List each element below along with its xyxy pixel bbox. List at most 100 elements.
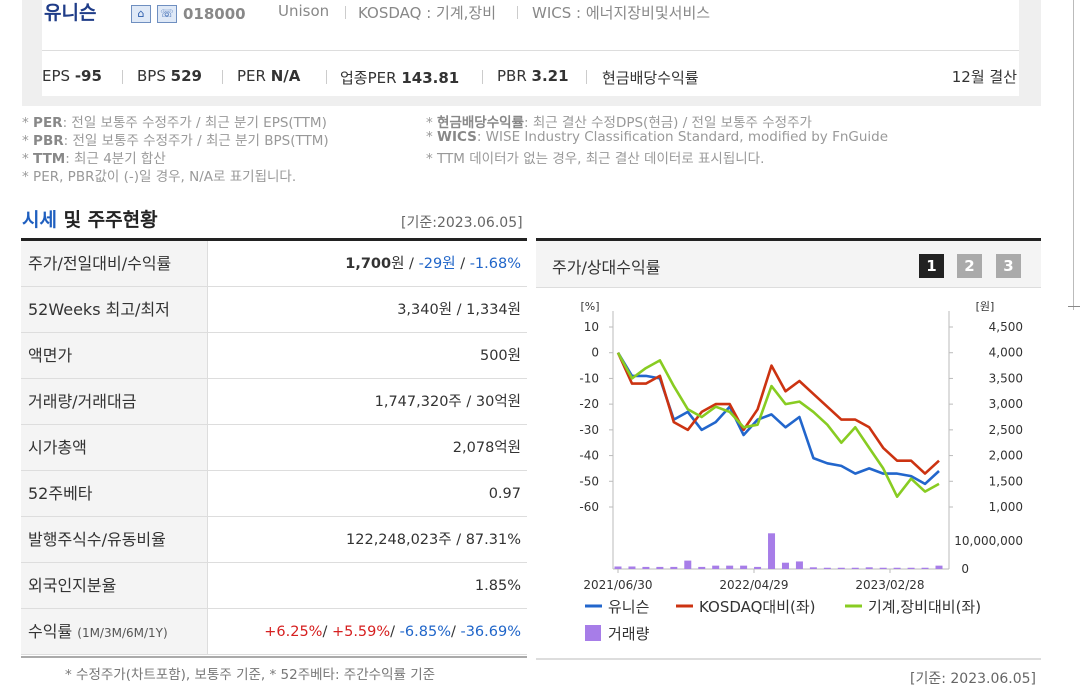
note-ttm: * TTM: 최근 4분기 합산 [22, 151, 166, 167]
row-value: 2,078억원 [452, 440, 521, 456]
series-line-kosdaq [616, 352, 940, 475]
row-value: 1.85% [474, 578, 521, 594]
chart-page-2-button[interactable]: 2 [957, 254, 982, 278]
left-tick-label: -10 [579, 371, 599, 385]
row-label: 시가총액 [21, 425, 208, 470]
divider [42, 50, 1019, 51]
row-value: 1,747,320주 / 30억원 [374, 394, 521, 410]
volume-bar [642, 566, 650, 569]
x-tick-label: 2022/04/29 [719, 578, 788, 592]
chart-date: [기준: 2023.06.05] [910, 671, 1037, 687]
volume-bar [670, 566, 678, 569]
divider [536, 238, 1041, 241]
volume-bar [851, 567, 859, 569]
table-row: 시가총액 2,078억원 [21, 425, 527, 471]
divider [326, 70, 327, 84]
volume-bar [879, 567, 887, 569]
right-tick-label: 2,500 [989, 423, 1023, 437]
row-value: 122,248,023주 / 87.31% [346, 532, 521, 548]
volume-bar [768, 533, 776, 569]
right-tick-label: 4,000 [989, 346, 1023, 360]
chart-page-3-button[interactable]: 3 [996, 254, 1021, 278]
row-label: 주가/전일대비/수익률 [21, 241, 208, 286]
table-row: 액면가 500원 [21, 333, 527, 379]
note-na: * PER, PBR값이 (-)일 경우, N/A로 표기됩니다. [22, 169, 297, 185]
left-tick-label: 0 [591, 346, 599, 360]
volume-bar [865, 567, 873, 569]
volume-bar [907, 567, 915, 569]
company-name[interactable]: 유니슨 [44, 2, 97, 24]
note-pbr: * PBR: 전일 보통주 수정주가 / 최근 분기 BPS(TTM) [22, 133, 329, 149]
divider [345, 6, 346, 19]
table-row: 주가/전일대비/수익률 1,700원 / -29원 / -1.68% [21, 241, 527, 287]
volume-bar [795, 561, 803, 569]
left-axis-unit-label: [%] [580, 300, 599, 313]
divider [222, 70, 223, 84]
right-axis-unit-label: [원] [976, 300, 995, 313]
volume-bar [712, 565, 720, 569]
volume-bar [656, 566, 664, 569]
price-return-chart: [%] [원] 10 0 -10 -20 -30 -40 -50 -60 4,500 4,000 3,5… [579, 300, 1023, 643]
right-tick-label: 3,500 [989, 371, 1023, 385]
legend-label-machinery: 기계,장비대비(좌) [868, 598, 981, 616]
row-label: 52Weeks 최고/최저 [21, 287, 208, 332]
volume-bar [698, 566, 706, 569]
chart-header: 주가/상대수익률 1 2 3 [536, 241, 1041, 288]
row-label: 수익률 (1M/3M/6M/1Y) [21, 609, 208, 654]
section-title: 시세 및 주주현황 [22, 209, 158, 231]
row-label: 발행주식수/유동비율 [21, 517, 208, 562]
divider [536, 658, 1041, 660]
legend-swatch-volume [585, 625, 601, 641]
ir-icon[interactable]: ☏ [157, 5, 177, 23]
table-row: 수익률 (1M/3M/6M/1Y) +6.25%/ +5.59%/ -6.85%… [21, 609, 527, 655]
company-header-inner: 유니슨 ⌂ ☏ 018000 Unison KOSDAQ : 기계,장비 WIC… [42, 0, 1019, 96]
company-en-name: Unison [278, 2, 330, 20]
left-tick-label: -40 [579, 449, 599, 463]
volume-bar [726, 565, 734, 569]
volume-bar [684, 560, 692, 569]
left-tick-label: -60 [579, 500, 599, 514]
volume-bar [740, 565, 748, 569]
scrollbar[interactable] [1073, 0, 1074, 310]
x-tick-label: 2023/02/28 [855, 578, 924, 592]
row-value: 1,700원 / -29원 / -1.68% [345, 256, 521, 272]
metric-dividend-yield: 현금배당수익률 [602, 69, 699, 87]
note-per: * PER: 전일 보통주 수정주가 / 최근 분기 EPS(TTM) [22, 115, 327, 131]
volume-bar [893, 567, 901, 569]
volume-bar [628, 566, 636, 569]
volume-bar [754, 566, 762, 569]
company-code: 018000 [183, 5, 246, 23]
settlement-month: 12월 결산 [951, 68, 1017, 86]
metric-bps: BPS 529 [137, 67, 202, 85]
table-row: 52Weeks 최고/최저 3,340원 / 1,334원 [21, 287, 527, 333]
stats-table: 주가/전일대비/수익률 1,700원 / -29원 / -1.68% 52Wee… [21, 241, 527, 655]
row-label: 52주베타 [21, 471, 208, 516]
metric-industry-per: 업종PER 143.81 [340, 69, 460, 87]
note-dividend: * 현금배당수익률: 최근 결산 수정DPS(현금) / 전일 보통주 수정주가 [426, 115, 812, 131]
metric-per: PER N/A [237, 67, 301, 85]
metric-eps: EPS -95 [42, 67, 102, 85]
volume-bar [823, 567, 831, 569]
divider [21, 238, 527, 241]
scrollbar-thumb[interactable] [1068, 306, 1080, 307]
home-icon[interactable]: ⌂ [131, 5, 151, 23]
right-tick-label: 4,500 [989, 320, 1023, 334]
volume-bar [837, 567, 845, 569]
note-ttm-missing: * TTM 데이터가 없는 경우, 최근 결산 데이터로 표시됩니다. [426, 151, 765, 167]
wics-info: WICS : 에너지장비및서비스 [532, 4, 711, 22]
right-tick-label: 2,000 [989, 449, 1023, 463]
x-tick-label: 2021/06/30 [583, 578, 652, 592]
row-value: 0.97 [488, 486, 521, 502]
legend-label-unison: 유니슨 [608, 598, 649, 616]
chart-page-1-button[interactable]: 1 [919, 254, 944, 278]
metric-pbr: PBR 3.21 [497, 67, 569, 85]
divider [586, 70, 587, 84]
volume-bar [921, 567, 929, 569]
market-info: KOSDAQ : 기계,장비 [358, 4, 496, 22]
left-tick-label: -20 [579, 397, 599, 411]
volume-tick-label: 0 [961, 562, 969, 576]
row-label: 액면가 [21, 333, 208, 378]
table-row: 52주베타 0.97 [21, 471, 527, 517]
right-tick-label: 3,000 [989, 397, 1023, 411]
volume-bar [935, 565, 943, 569]
